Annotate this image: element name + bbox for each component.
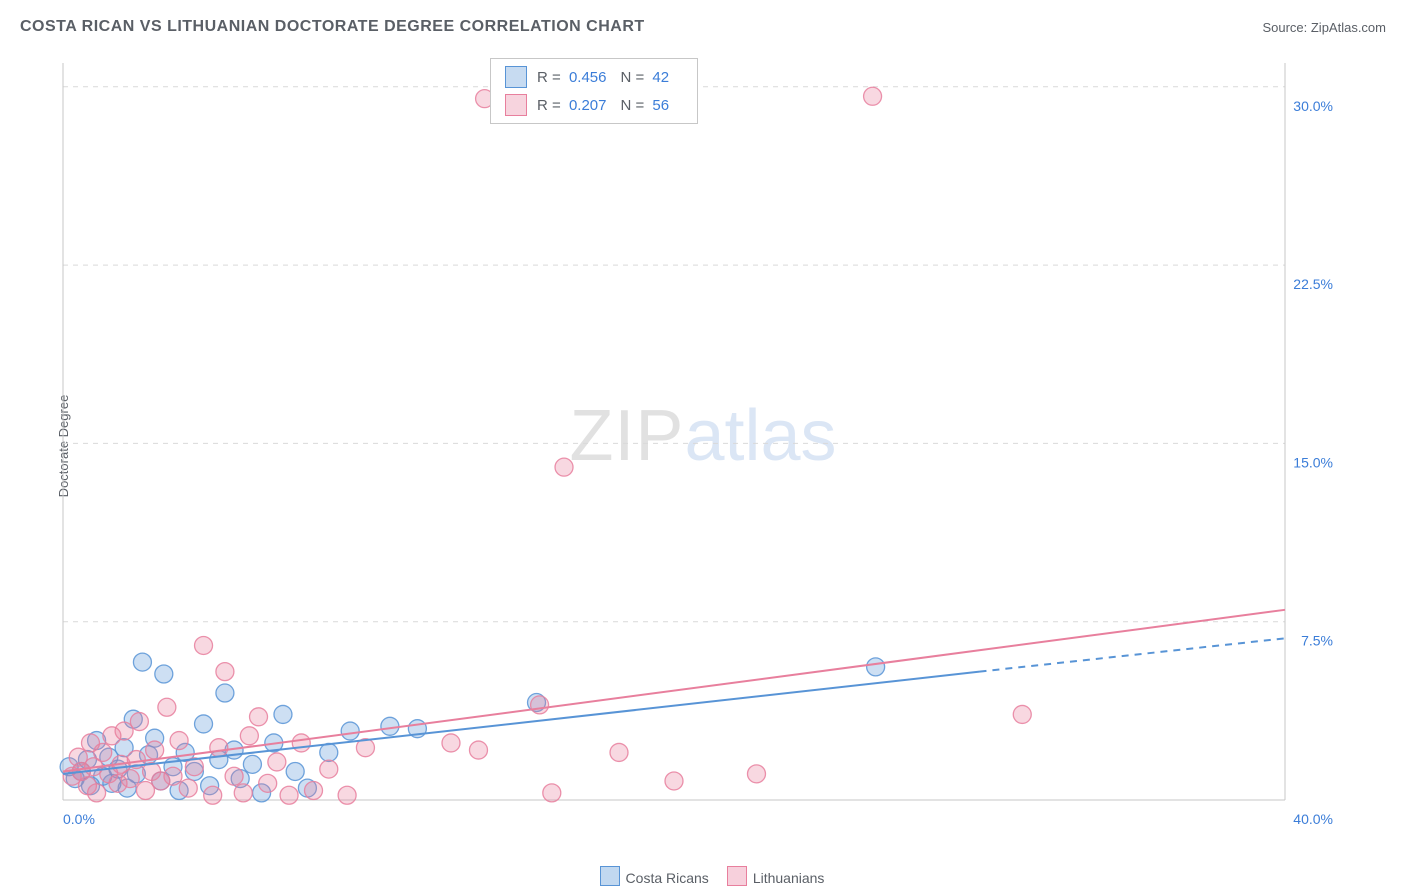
- data-point: [234, 784, 252, 802]
- data-point: [469, 741, 487, 759]
- data-point: [274, 705, 292, 723]
- data-point: [442, 734, 460, 752]
- data-point: [195, 636, 213, 654]
- data-point: [305, 781, 323, 799]
- correlation-stats-legend: R = 0.456N = 42 R = 0.207N = 56: [490, 58, 698, 124]
- source-credit: Source: ZipAtlas.com: [1262, 20, 1386, 35]
- data-point: [164, 767, 182, 785]
- y-tick-label: 7.5%: [1301, 633, 1333, 649]
- stats-row: R = 0.207N = 56: [491, 91, 697, 119]
- page-title: COSTA RICAN VS LITHUANIAN DOCTORATE DEGR…: [20, 18, 645, 36]
- data-point: [286, 762, 304, 780]
- data-point: [170, 732, 188, 750]
- data-point: [543, 784, 561, 802]
- data-point: [292, 734, 310, 752]
- data-point: [381, 717, 399, 735]
- data-point: [130, 713, 148, 731]
- data-point: [555, 458, 573, 476]
- data-point: [280, 786, 298, 804]
- data-point: [867, 658, 885, 676]
- stats-text: R = 0.456N = 42: [537, 69, 683, 86]
- y-tick-label: 22.5%: [1293, 276, 1333, 292]
- data-point: [121, 770, 139, 788]
- data-point: [665, 772, 683, 790]
- stats-text: R = 0.207N = 56: [537, 97, 683, 114]
- data-point: [338, 786, 356, 804]
- legend-swatch: [600, 866, 620, 886]
- data-point: [243, 755, 261, 773]
- data-point: [747, 765, 765, 783]
- data-point: [155, 665, 173, 683]
- scatter-chart: 7.5% 15.0% 22.5% 30.0% 0.0% 40.0%: [55, 55, 1345, 830]
- data-point: [179, 779, 197, 797]
- data-point: [210, 739, 228, 757]
- data-point: [133, 653, 151, 671]
- data-point: [320, 743, 338, 761]
- data-point: [268, 753, 286, 771]
- legend-swatch: [727, 866, 747, 886]
- data-point: [88, 784, 106, 802]
- x-tick-right: 40.0%: [1293, 811, 1333, 827]
- data-point: [250, 708, 268, 726]
- data-point: [225, 767, 243, 785]
- data-point: [1013, 705, 1031, 723]
- y-tick-label: 30.0%: [1293, 98, 1333, 114]
- series-legend: Costa Ricans Lithuanians: [0, 866, 1406, 886]
- data-point: [531, 696, 549, 714]
- data-point: [610, 743, 628, 761]
- data-point: [216, 684, 234, 702]
- data-point: [158, 698, 176, 716]
- x-tick-left: 0.0%: [63, 811, 95, 827]
- data-point: [195, 715, 213, 733]
- legend-swatch: [505, 94, 527, 116]
- stats-row: R = 0.456N = 42: [491, 63, 697, 91]
- data-point: [216, 663, 234, 681]
- regression-line: [63, 610, 1285, 772]
- legend-label: Costa Ricans: [626, 870, 709, 886]
- data-point: [240, 727, 258, 745]
- data-point: [320, 760, 338, 778]
- y-tick-label: 15.0%: [1293, 454, 1333, 470]
- data-point: [146, 741, 164, 759]
- data-point: [259, 774, 277, 792]
- data-point: [94, 743, 112, 761]
- source-value: ZipAtlas.com: [1311, 20, 1386, 35]
- data-point: [341, 722, 359, 740]
- legend-swatch: [505, 66, 527, 88]
- data-point: [204, 786, 222, 804]
- source-label: Source:: [1262, 20, 1310, 35]
- data-point: [864, 87, 882, 105]
- legend-label: Lithuanians: [753, 870, 825, 886]
